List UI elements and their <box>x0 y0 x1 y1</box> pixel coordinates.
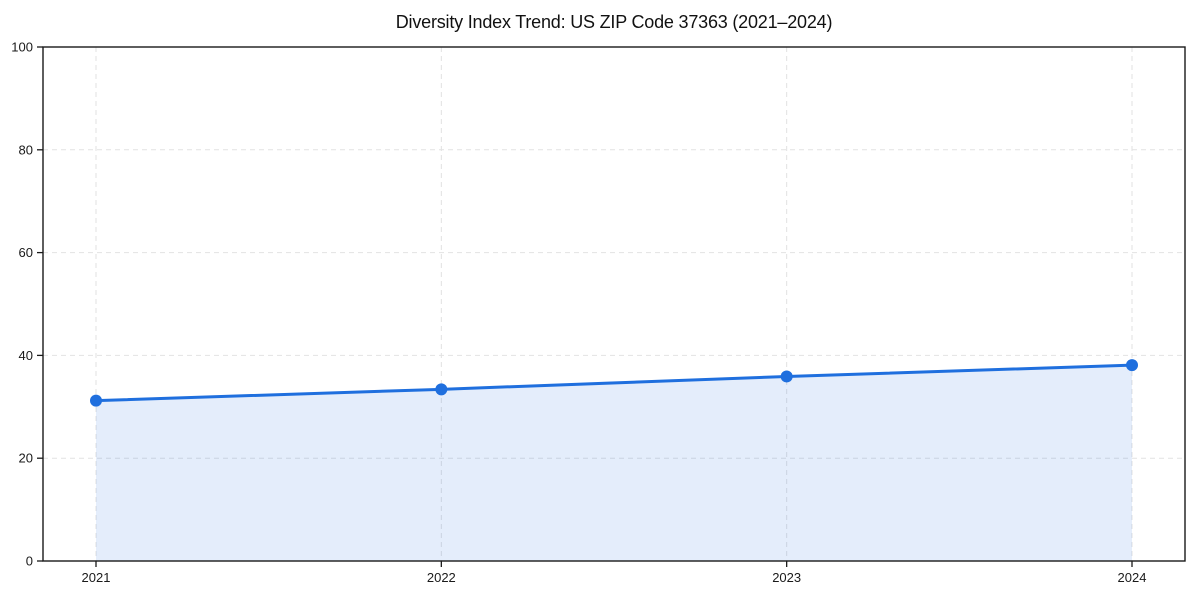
data-point <box>90 394 102 407</box>
y-tick-label: 20 <box>19 451 33 466</box>
y-tick-label: 60 <box>19 245 33 260</box>
data-point <box>780 370 793 383</box>
chart-title: Diversity Index Trend: US ZIP Code 37363… <box>395 12 833 32</box>
plot-border <box>42 46 1186 562</box>
data-point <box>435 383 448 396</box>
trend-line <box>94 363 1134 403</box>
y-tick-label: 100 <box>11 40 33 55</box>
x-tick-label: 2023 <box>772 570 801 585</box>
data-point <box>1126 359 1138 372</box>
area-fill <box>96 365 1132 561</box>
x-tick-label: 2024 <box>1118 570 1147 585</box>
x-tick-label: 2022 <box>427 570 456 585</box>
y-tick-label: 0 <box>26 554 33 569</box>
y-tick-label: 80 <box>19 142 33 157</box>
y-tick-label: 40 <box>19 348 33 363</box>
x-tick-label: 2021 <box>82 570 111 585</box>
